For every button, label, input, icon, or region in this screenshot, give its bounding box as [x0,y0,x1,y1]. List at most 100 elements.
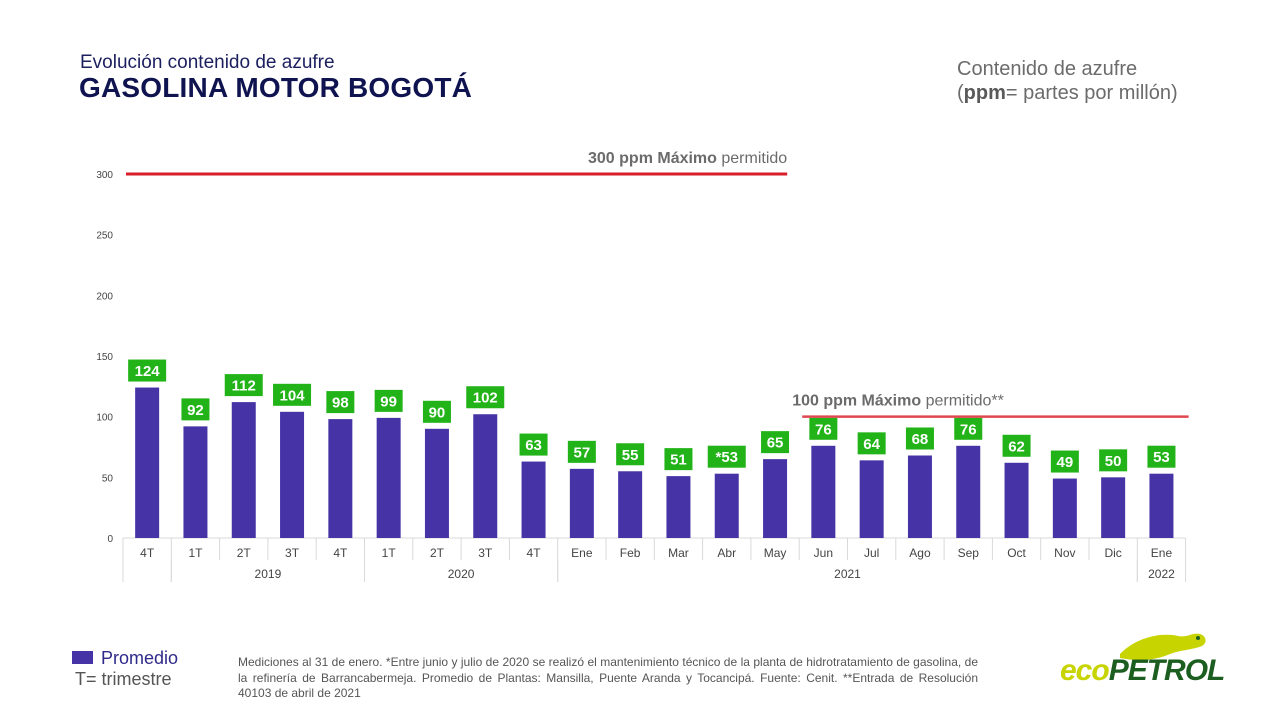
bar [956,445,981,538]
bar [231,402,256,538]
legend: Promedio [72,648,178,669]
y-tick-label: 0 [107,534,113,545]
category-label: Jun [814,546,833,560]
bar [859,460,884,538]
data-label-box [181,398,210,421]
reference-label: 100 ppm Máximo permitido** [792,393,1004,410]
data-label-box [273,383,312,406]
bar [280,411,305,538]
category-label: Sep [958,546,980,560]
data-label: *53 [715,449,738,466]
category-label: 4T [333,546,348,560]
bar [1149,473,1174,538]
ecopetrol-logo: ecoPETROL [1060,628,1230,688]
bar [376,417,401,538]
reference-label-rest: permitido [717,150,787,167]
bar [1052,478,1077,538]
data-label-box [1002,434,1031,457]
category-label: 2T [237,546,252,560]
bar-chart: 0 50 100 150 200 250 300 2019 2020 2021 2022 4T 124 1… [96,150,1189,582]
category-label: 1T [188,546,203,560]
category-label: 4T [527,546,542,560]
category-label: Feb [620,546,641,560]
data-label: 64 [863,436,880,453]
reference-label-bold: 100 ppm Máximo [792,393,921,410]
unit-bold: ppm [963,82,1006,104]
category-label: Ene [1151,546,1173,560]
data-label: 68 [912,431,929,448]
y-tick-label: 200 [96,291,113,302]
bar [328,419,353,538]
data-label-box [326,391,355,414]
data-label: 65 [767,435,784,452]
bar [618,471,643,538]
data-label: 51 [670,452,687,469]
bar [763,459,788,538]
chart-subtitle: Evolución contenido de azufre [80,52,335,73]
bar [135,387,160,538]
data-label-box [466,386,505,409]
data-label-box [1147,445,1176,468]
data-label: 98 [332,395,349,412]
data-label: 76 [960,421,977,438]
group-label: 2020 [448,567,475,581]
data-label-box [664,448,693,471]
group-label: 2019 [255,567,282,581]
data-label-box [905,427,934,450]
category-label: 4T [140,546,155,560]
category-label: Ene [571,546,593,560]
data-label-box [857,432,886,455]
category-label: Mar [668,546,689,560]
footnote: Mediciones al 31 de enero. *Entre junio … [238,655,978,700]
logo-eco: eco [1060,654,1110,687]
chart-title: GASOLINA MOTOR BOGOTÁ [79,72,473,103]
reference-label-rest: permitido** [921,393,1004,410]
bar [521,461,546,538]
category-label: Nov [1054,546,1075,560]
bar [811,445,836,538]
bar [714,473,739,538]
y-tick-label: 300 [96,170,113,181]
data-label: 55 [622,447,639,464]
bar [569,468,594,538]
data-label: 99 [380,393,397,410]
bar [666,476,691,538]
data-label: 90 [429,404,446,421]
y-tick-label: 50 [102,473,114,484]
data-label: 102 [473,390,498,407]
logo-wordmark: ecoPETROL [1060,654,1225,688]
data-label: 49 [1057,454,1074,471]
data-label-box [519,433,548,456]
data-label: 124 [135,363,161,380]
category-label: 3T [285,546,300,560]
data-label: 112 [232,378,256,395]
legend-swatch [72,651,93,664]
reference-label-bold: 300 ppm Máximo [588,150,717,167]
data-label-box [616,443,645,466]
bar [907,455,932,538]
category-label: Dic [1104,546,1121,560]
category-label: Oct [1007,546,1026,560]
data-label-box [1099,449,1128,472]
bar [424,428,449,538]
data-label: 57 [574,444,591,461]
category-label: Ago [909,546,931,560]
unit-note: Contenido de azufre (ppm= partes por mil… [957,57,1178,105]
iguana-icon [1120,633,1206,661]
category-label: May [764,546,787,560]
bar [473,414,498,538]
data-label-box [761,431,790,454]
group-label: 2022 [1148,567,1175,581]
unit-line2: (ppm= partes por millón) [957,82,1178,104]
data-label: 63 [525,437,542,454]
category-label: 3T [478,546,493,560]
category-label: 1T [382,546,397,560]
reference-label: 300 ppm Máximo permitido [588,150,787,167]
category-label: Jul [864,546,879,560]
legend-label: Promedio [101,648,179,668]
data-label-box [809,417,838,440]
data-label: 76 [815,421,832,438]
data-label-box [567,440,596,463]
y-tick-label: 150 [96,352,113,363]
bar [1004,462,1029,538]
